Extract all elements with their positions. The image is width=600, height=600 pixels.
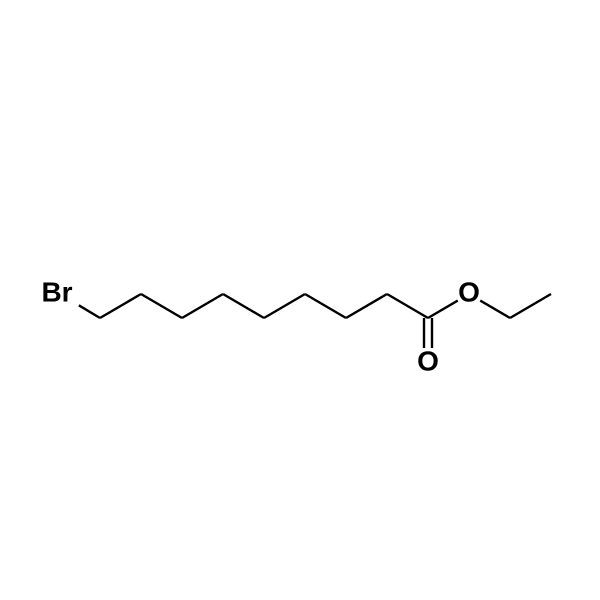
bond (428, 301, 458, 318)
bond (510, 294, 551, 318)
bond (264, 294, 305, 318)
atom-label-br: Br (41, 276, 72, 307)
bond (223, 294, 264, 318)
bond (305, 294, 346, 318)
atom-label-o1: O (417, 345, 439, 376)
bond (480, 301, 510, 318)
bond (141, 294, 182, 318)
atom-label-o2: O (458, 276, 480, 307)
bond (182, 294, 223, 318)
bond (346, 294, 387, 318)
molecule-canvas: Br O O (0, 0, 600, 600)
bond (79, 305, 100, 318)
bond (387, 294, 428, 318)
bond (100, 294, 141, 318)
